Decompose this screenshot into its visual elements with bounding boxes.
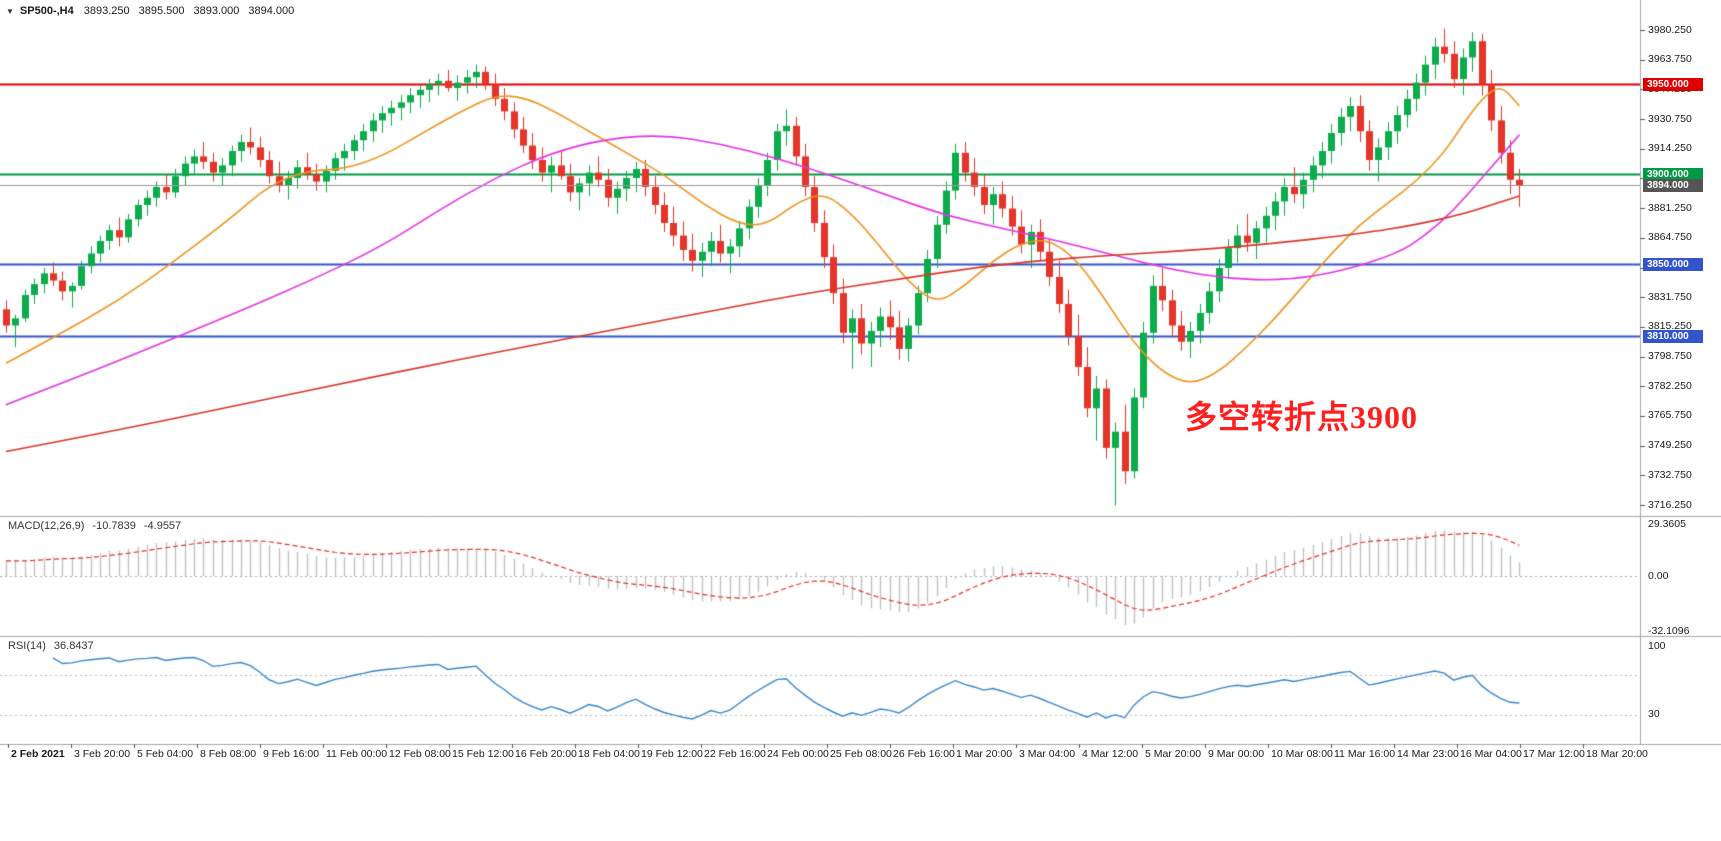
price-tick-label: 3716.250 — [1648, 498, 1692, 511]
time-tick-label: 4 Mar 12:00 — [1082, 748, 1139, 760]
time-tick-label: 26 Feb 16:00 — [893, 748, 955, 760]
ohlc-high: 3895.500 — [138, 5, 185, 17]
macd-axis-label: 0.00 — [1648, 569, 1669, 582]
time-tick-label: 1 Mar 20:00 — [956, 748, 1013, 760]
time-tick-label: 8 Feb 08:00 — [200, 748, 257, 760]
time-tick-label: 15 Feb 12:00 — [452, 748, 514, 760]
price-level-label: 3850.000 — [1643, 257, 1703, 271]
symbol-period: SP500-,H4 — [19, 5, 74, 17]
price-tick-label: 3980.250 — [1648, 23, 1692, 36]
price-tick-label: 3864.750 — [1648, 231, 1692, 244]
time-tick-label: 3 Feb 20:00 — [74, 748, 131, 760]
time-tick-label: 18 Feb 04:00 — [578, 748, 640, 760]
time-tick-label: 12 Feb 08:00 — [389, 748, 451, 760]
price-level-label: 3894.000 — [1643, 178, 1703, 192]
ohlc-low: 3893.000 — [193, 5, 240, 17]
time-tick-label: 9 Mar 00:00 — [1208, 748, 1265, 760]
time-tick-label: 19 Feb 12:00 — [641, 748, 703, 760]
price-tick-label: 3732.750 — [1648, 468, 1692, 481]
price-tick-label: 3815.250 — [1648, 320, 1692, 333]
price-tick-label: 3765.750 — [1648, 409, 1692, 422]
price-tick-label: 3963.750 — [1648, 53, 1692, 66]
time-tick-label: 14 Mar 23:00 — [1397, 748, 1459, 760]
time-tick-label: 10 Mar 08:00 — [1271, 748, 1333, 760]
chart-header: ▼ SP500-,H4 3893.250 3895.500 3893.000 3894.0… — [6, 5, 303, 17]
chart-annotation-text[interactable]: 多空转折点3900 — [1185, 399, 1419, 435]
macd-axis-label: -32.1096 — [1648, 624, 1690, 637]
price-level-label: 3950.000 — [1643, 77, 1703, 91]
time-tick-label: 17 Mar 12:00 — [1523, 748, 1585, 760]
rsi-title-text: RSI(14) — [8, 640, 46, 652]
time-tick-label: 11 Feb 00:00 — [326, 748, 388, 760]
time-tick-label: 16 Feb 20:00 — [515, 748, 577, 760]
rsi-value: 36.8437 — [53, 640, 94, 652]
price-tick-label: 3914.250 — [1648, 142, 1692, 155]
ohlc-close: 3894.000 — [248, 5, 295, 17]
price-tick-label: 3881.250 — [1648, 201, 1692, 214]
macd-title-text: MACD(12,26,9) — [8, 520, 85, 532]
time-tick-label: 2 Feb 2021 — [11, 748, 65, 760]
price-level-label: 3900.000 — [1643, 167, 1703, 181]
time-tick-label: 18 Mar 20:00 — [1586, 748, 1648, 760]
time-tick-label: 5 Mar 20:00 — [1145, 748, 1202, 760]
time-tick-label: 22 Feb 16:00 — [704, 748, 766, 760]
macd-axis-label: 29.3605 — [1648, 517, 1686, 530]
price-tick-label: 3782.250 — [1648, 379, 1692, 392]
time-tick-label: 9 Feb 16:00 — [263, 748, 320, 760]
symbol-dropdown-icon[interactable]: ▼ — [6, 7, 14, 16]
rsi-axis-label: 100 — [1648, 639, 1666, 652]
time-tick-label: 11 Mar 16:00 — [1334, 748, 1396, 760]
macd-panel-title: MACD(12,26,9) -10.7839 -4.9557 — [8, 520, 189, 532]
price-tick-label: 3749.250 — [1648, 439, 1692, 452]
time-tick-label: 5 Feb 04:00 — [137, 748, 194, 760]
rsi-panel-title: RSI(14) 36.8437 — [8, 640, 102, 652]
price-level-label: 3810.000 — [1643, 329, 1703, 343]
price-tick-label: 3831.750 — [1648, 290, 1692, 303]
price-tick-label: 3930.750 — [1648, 112, 1692, 125]
price-tick-label: 3798.750 — [1648, 350, 1692, 363]
rsi-axis-label: 30 — [1648, 708, 1660, 721]
macd-main-value: -10.7839 — [92, 520, 136, 532]
time-tick-label: 24 Feb 00:00 — [767, 748, 829, 760]
time-tick-label: 25 Feb 08:00 — [830, 748, 892, 760]
ohlc-open: 3893.250 — [83, 5, 130, 17]
time-tick-label: 16 Mar 04:00 — [1460, 748, 1522, 760]
macd-signal-value: -4.9557 — [143, 520, 182, 532]
time-tick-label: 3 Mar 04:00 — [1019, 748, 1076, 760]
